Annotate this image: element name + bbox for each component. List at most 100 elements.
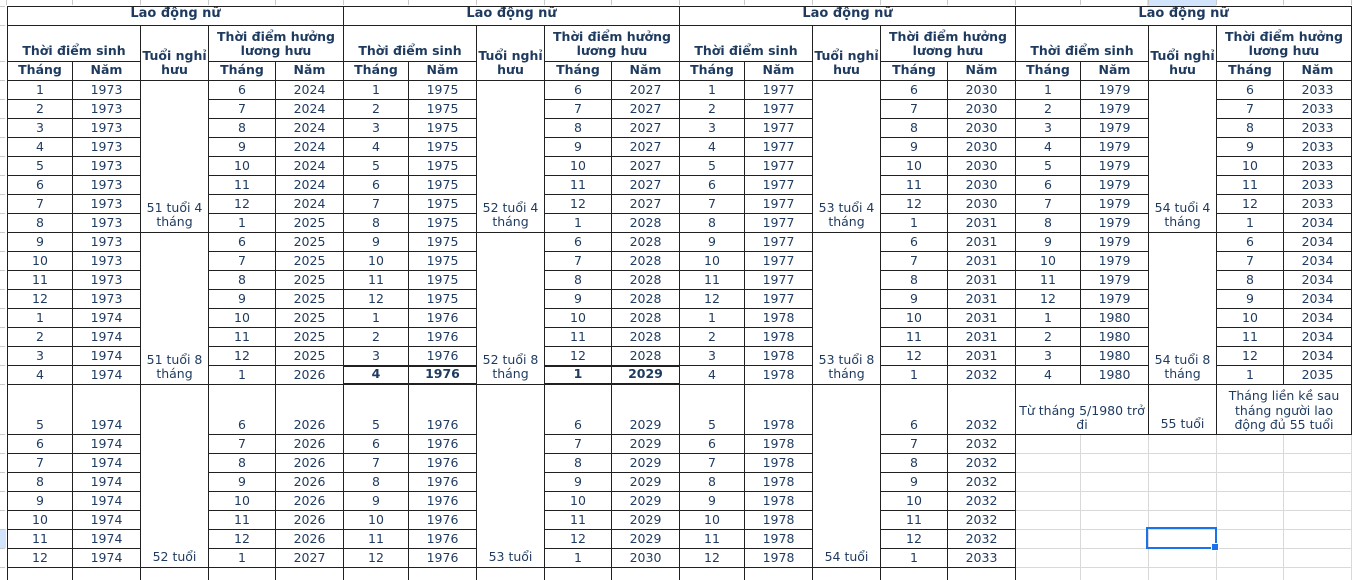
birth-month-cell[interactable]: 6 bbox=[680, 176, 745, 195]
pension-year-cell[interactable]: 2034 bbox=[1284, 233, 1352, 252]
pension-year-cell[interactable]: 2030 bbox=[612, 549, 680, 568]
empty-cell[interactable] bbox=[1217, 568, 1284, 580]
pension-year-cell[interactable]: 2030 bbox=[948, 176, 1016, 195]
age-cell[interactable]: 52 tuổi bbox=[141, 385, 209, 568]
pension-year-cell[interactable]: 2024 bbox=[276, 176, 344, 195]
pension-year-cell[interactable]: 2031 bbox=[948, 309, 1016, 328]
birth-month-cell[interactable]: 4 bbox=[344, 138, 409, 157]
birth-month-cell[interactable]: 11 bbox=[8, 530, 73, 549]
birth-year-cell[interactable]: 1980 bbox=[1081, 366, 1149, 385]
birth-year-cell[interactable]: 1977 bbox=[745, 252, 813, 271]
birth-year-cell[interactable]: 1973 bbox=[73, 81, 141, 100]
pension-year-cell[interactable]: 2028 bbox=[612, 309, 680, 328]
empty-cell[interactable] bbox=[1284, 530, 1352, 549]
birth-month-cell[interactable]: 7 bbox=[8, 454, 73, 473]
pension-year-cell[interactable]: 2025 bbox=[276, 214, 344, 233]
empty-cell[interactable] bbox=[276, 568, 344, 580]
birth-year-cell[interactable]: 1973 bbox=[73, 233, 141, 252]
birth-month-cell[interactable]: 11 bbox=[344, 530, 409, 549]
month-header[interactable]: Tháng bbox=[1016, 62, 1081, 81]
birth-month-cell[interactable]: 1 bbox=[1016, 309, 1081, 328]
group-title[interactable]: Lao động nữ bbox=[680, 7, 1016, 26]
pension-month-cell[interactable]: 7 bbox=[545, 252, 612, 271]
birth-year-cell[interactable]: 1977 bbox=[745, 81, 813, 100]
pension-year-cell[interactable]: 2031 bbox=[948, 347, 1016, 366]
birth-month-cell[interactable]: 12 bbox=[680, 549, 745, 568]
birth-month-cell[interactable]: 3 bbox=[1016, 119, 1081, 138]
birth-month-cell[interactable]: 9 bbox=[344, 233, 409, 252]
pension-month-cell[interactable]: 12 bbox=[1217, 347, 1284, 366]
birth-month-cell[interactable]: 2 bbox=[1016, 328, 1081, 347]
pension-year-cell[interactable]: 2031 bbox=[948, 214, 1016, 233]
pension-month-cell[interactable]: 7 bbox=[1217, 252, 1284, 271]
month-header[interactable]: Tháng bbox=[8, 62, 73, 81]
pension-year-cell[interactable]: 2027 bbox=[612, 157, 680, 176]
year-header[interactable]: Năm bbox=[612, 62, 680, 81]
birth-month-cell[interactable]: 8 bbox=[680, 473, 745, 492]
birth-month-cell[interactable]: 2 bbox=[8, 100, 73, 119]
birth-month-cell[interactable]: 1 bbox=[680, 81, 745, 100]
empty-cell[interactable] bbox=[1217, 454, 1284, 473]
birth-year-cell[interactable]: 1975 bbox=[409, 214, 477, 233]
birth-month-cell[interactable]: 11 bbox=[1016, 271, 1081, 290]
birth-month-cell[interactable]: 9 bbox=[8, 233, 73, 252]
birth-year-cell[interactable]: 1979 bbox=[1081, 290, 1149, 309]
birth-year-cell[interactable]: 1979 bbox=[1081, 195, 1149, 214]
birth-month-cell[interactable]: 4 bbox=[1016, 366, 1081, 385]
pension-year-cell[interactable]: 2029 bbox=[612, 530, 680, 549]
month-header[interactable]: Tháng bbox=[209, 62, 276, 81]
pension-month-cell[interactable]: 12 bbox=[209, 195, 276, 214]
pension-year-cell[interactable]: 2027 bbox=[612, 138, 680, 157]
empty-cell[interactable] bbox=[1149, 549, 1217, 568]
birth-year-cell[interactable]: 1977 bbox=[745, 157, 813, 176]
birth-year-cell[interactable]: 1977 bbox=[745, 176, 813, 195]
pension-month-cell[interactable]: 10 bbox=[209, 309, 276, 328]
birth-month-cell[interactable]: 10 bbox=[8, 511, 73, 530]
birth-month-cell[interactable]: 4 bbox=[680, 138, 745, 157]
pension-month-cell[interactable]: 8 bbox=[1217, 119, 1284, 138]
birth-month-cell[interactable]: 10 bbox=[8, 252, 73, 271]
pension-month-cell[interactable]: 6 bbox=[545, 233, 612, 252]
birth-month-cell[interactable]: 10 bbox=[344, 511, 409, 530]
birth-month-cell[interactable]: 3 bbox=[344, 347, 409, 366]
birth-month-cell[interactable]: 10 bbox=[680, 252, 745, 271]
group-title[interactable]: Lao động nữ bbox=[1016, 7, 1352, 26]
age-cell[interactable]: 53 tuổi 8 tháng bbox=[813, 233, 881, 385]
birth-month-cell[interactable]: 7 bbox=[8, 195, 73, 214]
birth-year-cell[interactable]: 1977 bbox=[745, 233, 813, 252]
pension-year-cell[interactable]: 2024 bbox=[276, 157, 344, 176]
pension-year-cell[interactable]: 2031 bbox=[948, 328, 1016, 347]
empty-cell[interactable] bbox=[1149, 435, 1217, 454]
pension-year-cell[interactable]: 2032 bbox=[948, 492, 1016, 511]
birth-year-cell[interactable]: 1976 bbox=[409, 511, 477, 530]
pension-year-cell[interactable]: 2031 bbox=[948, 233, 1016, 252]
pension-header[interactable]: Thời điểm hưởng lương hưu bbox=[209, 26, 344, 62]
pension-month-cell[interactable]: 6 bbox=[209, 385, 276, 435]
pension-month-cell[interactable]: 6 bbox=[1217, 81, 1284, 100]
pension-year-cell[interactable]: 2031 bbox=[948, 290, 1016, 309]
pension-month-cell[interactable]: 10 bbox=[545, 309, 612, 328]
birth-month-cell[interactable]: 4 bbox=[680, 366, 745, 385]
empty-cell[interactable] bbox=[1016, 454, 1081, 473]
pension-year-cell[interactable]: 2028 bbox=[612, 252, 680, 271]
pension-year-cell[interactable]: 2031 bbox=[948, 271, 1016, 290]
pension-month-cell[interactable]: 10 bbox=[545, 492, 612, 511]
pension-month-cell[interactable]: 9 bbox=[209, 290, 276, 309]
pension-year-cell[interactable]: 2024 bbox=[276, 100, 344, 119]
birth-month-cell[interactable]: 4 bbox=[8, 138, 73, 157]
birth-month-cell[interactable]: 6 bbox=[8, 435, 73, 454]
pension-year-cell[interactable]: 2030 bbox=[948, 119, 1016, 138]
birth-year-cell[interactable]: 1978 bbox=[745, 366, 813, 385]
pension-month-cell[interactable]: 8 bbox=[545, 271, 612, 290]
birth-year-cell[interactable]: 1975 bbox=[409, 271, 477, 290]
pension-year-cell[interactable]: 2026 bbox=[276, 366, 344, 385]
birth-year-cell[interactable]: 1974 bbox=[73, 309, 141, 328]
pension-month-cell[interactable]: 8 bbox=[1217, 271, 1284, 290]
birth-year-cell[interactable]: 1975 bbox=[409, 290, 477, 309]
pension-month-cell[interactable]: 6 bbox=[545, 385, 612, 435]
birth-month-cell[interactable]: 2 bbox=[680, 100, 745, 119]
pension-month-cell[interactable]: 9 bbox=[1217, 290, 1284, 309]
age-cell[interactable]: 53 tuổi 4 tháng bbox=[813, 81, 881, 233]
empty-cell[interactable] bbox=[881, 568, 948, 580]
pension-year-cell[interactable]: 2030 bbox=[948, 157, 1016, 176]
